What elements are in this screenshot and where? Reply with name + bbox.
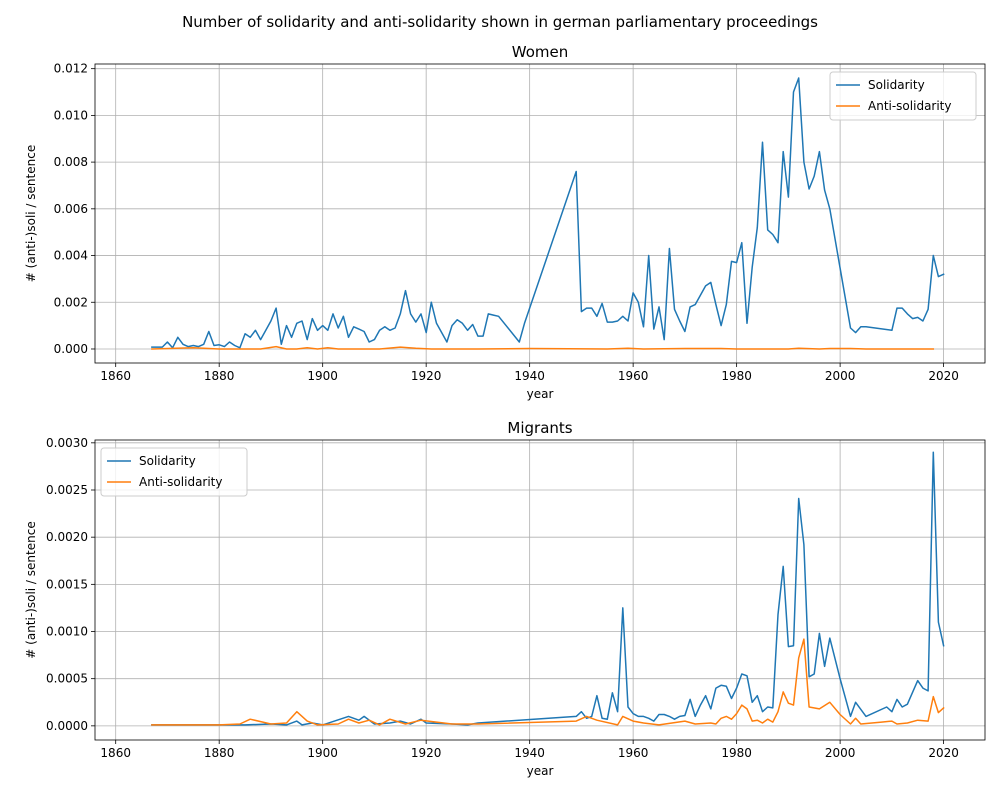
y-tick-label: 0.0030 [46,436,88,450]
panels: 1860 1880 1900 1920 1940 1960 1980 2000 2020 0.00… [24,43,986,778]
y-tick-label: 0.0015 [46,577,88,591]
series-line-anti-solidarity [151,345,935,350]
series-line-solidarity [151,451,945,726]
legend-label-anti-solidarity: Anti-solidarity [868,99,952,113]
y-axis-label: # (anti-)soli / sentence [24,521,38,658]
legend-label-solidarity: Solidarity [139,454,196,468]
y-axis-label: # (anti-)soli / sentence [24,145,38,282]
x-axis-label: year [527,387,554,401]
panel-migrants: 1860 1880 1900 1920 1940 1960 1980 2000 2020 0.00… [24,419,986,778]
y-tick-label: 0.0020 [46,530,88,544]
legend-label-solidarity: Solidarity [868,78,925,92]
x-tick-label: 1880 [204,369,235,383]
x-tick-label: 1900 [307,746,338,760]
x-tick-label: 1880 [204,746,235,760]
y-tick-label: 0.012 [54,62,88,76]
x-tick-label: 2020 [928,746,959,760]
x-tick-label: 1960 [618,746,649,760]
x-tick-label: 1860 [100,369,131,383]
x-tick-label: 1860 [100,746,131,760]
x-tick-label: 2000 [825,746,856,760]
series-line-anti-solidarity [151,638,945,726]
y-tick-label: 0.004 [54,249,88,263]
x-tick-label: 2020 [928,369,959,383]
x-tick-label: 1920 [411,746,442,760]
legend-box [829,71,977,121]
axes-title: Migrants [507,419,572,437]
x-tick-label: 1920 [411,369,442,383]
axes-frame [94,63,986,364]
y-tick-label: 0.0005 [46,672,88,686]
y-tick-label: 0.0000 [46,719,88,733]
x-tick-label: 1980 [721,746,752,760]
figure-title: Number of solidarity and anti-solidarity… [182,13,818,31]
x-tick-label: 2000 [825,369,856,383]
x-tick-label: 1900 [307,369,338,383]
legend-label-anti-solidarity: Anti-solidarity [139,475,223,489]
x-tick-label: 1980 [721,369,752,383]
legend-box [100,447,248,497]
panel-women: 1860 1880 1900 1920 1940 1960 1980 2000 2020 0.00… [24,43,986,401]
x-axis-label: year [527,764,554,778]
legend: Solidarity Anti-solidarity [100,447,248,497]
y-tick-label: 0.0010 [46,625,88,639]
y-tick-label: 0.000 [54,342,88,356]
axes-title: Women [512,43,568,61]
y-tick-label: 0.002 [54,295,88,309]
x-tick-label: 1960 [618,369,649,383]
y-tick-label: 0.006 [54,202,88,216]
legend: Solidarity Anti-solidarity [829,71,977,121]
axes-frame [94,439,986,741]
series-line-solidarity [151,77,945,349]
y-tick-label: 0.008 [54,155,88,169]
x-tick-label: 1940 [514,746,545,760]
y-tick-label: 0.0025 [46,483,88,497]
x-tick-label: 1940 [514,369,545,383]
y-tick-label: 0.010 [54,108,88,122]
